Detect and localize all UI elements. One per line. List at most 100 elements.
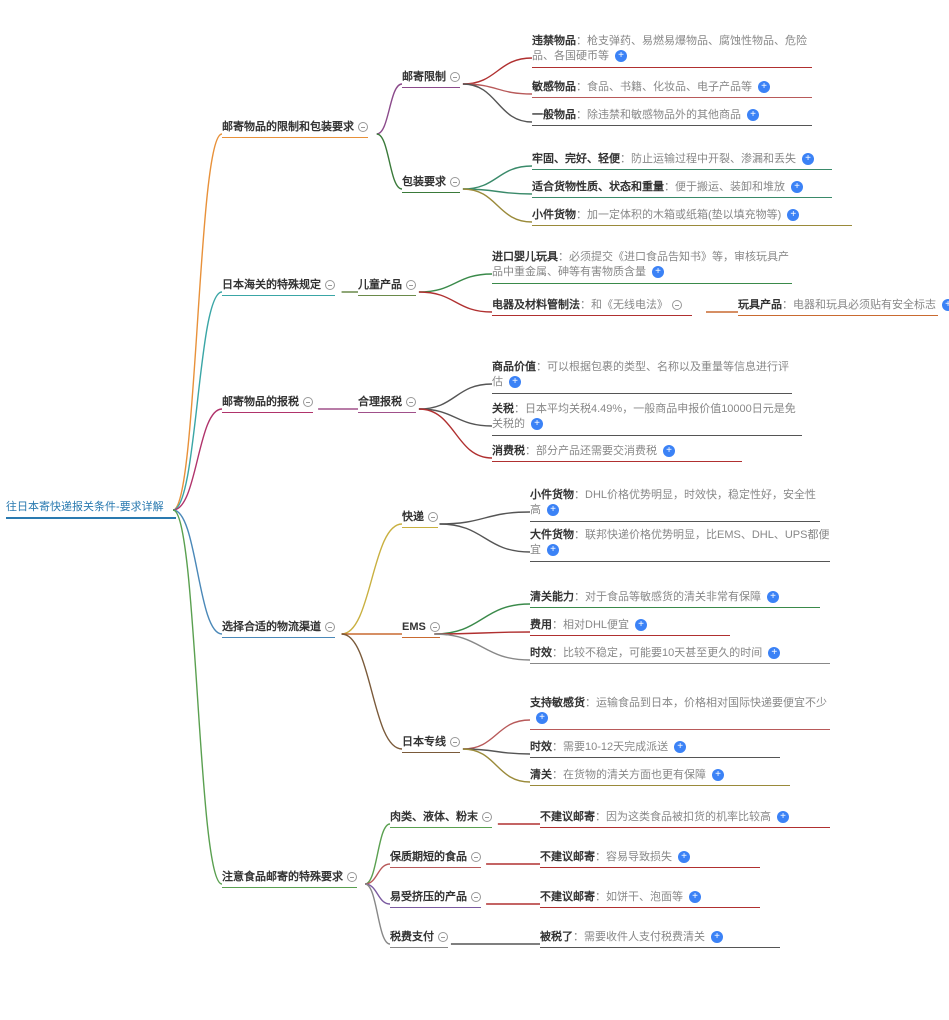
plus-icon[interactable]: + <box>509 376 521 388</box>
mindmap-node[interactable]: 时效：需要10-12天完成派送+ <box>530 740 780 758</box>
expand-icon[interactable] <box>325 622 335 632</box>
plus-icon[interactable]: + <box>536 712 548 724</box>
expand-icon[interactable] <box>358 122 368 132</box>
plus-icon[interactable]: + <box>791 181 803 193</box>
expand-icon[interactable] <box>482 812 492 822</box>
mindmap-node[interactable]: 不建议邮寄：如饼干、泡面等+ <box>540 890 760 908</box>
branch-label: 选择合适的物流渠道 <box>222 621 321 633</box>
leaf-desc: 电器和玩具必须贴有安全标志 <box>793 299 936 311</box>
mindmap-node[interactable]: 易受挤压的产品 <box>390 890 481 908</box>
mindmap-node[interactable]: 清关能力：对于食品等敏感货的清关非常有保障+ <box>530 590 820 608</box>
mindmap-node[interactable]: 日本专线 <box>402 735 460 753</box>
mindmap-node[interactable]: 费用：相对DHL便宜+ <box>530 618 730 636</box>
plus-icon[interactable]: + <box>663 445 675 457</box>
expand-icon[interactable] <box>325 280 335 290</box>
mindmap-node[interactable]: 支持敏感货：运输食品到日本，价格相对国际快递要便宜不少+ <box>530 696 830 730</box>
plus-icon[interactable]: + <box>777 811 789 823</box>
plus-icon[interactable]: + <box>678 851 690 863</box>
expand-icon[interactable] <box>303 397 313 407</box>
mindmap-node[interactable]: 小件货物：加一定体积的木箱或纸箱(垫以填充物等)+ <box>532 208 852 226</box>
mindmap-node[interactable]: EMS <box>402 620 440 638</box>
plus-icon[interactable]: + <box>652 266 664 278</box>
expand-icon[interactable] <box>471 892 481 902</box>
plus-icon[interactable]: + <box>747 109 759 121</box>
mindmap-node[interactable]: 时效：比较不稳定，可能要10天甚至更久的时间+ <box>530 646 830 664</box>
plus-icon[interactable]: + <box>531 418 543 430</box>
expand-icon[interactable] <box>406 280 416 290</box>
mindmap-node[interactable]: 消费税：部分产品还需要交消费税+ <box>492 444 742 462</box>
leaf-desc: 如饼干、泡面等 <box>606 891 683 903</box>
plus-icon[interactable]: + <box>712 769 724 781</box>
plus-icon[interactable]: + <box>547 544 559 556</box>
leaf-label: 牢固、完好、轻便 <box>532 153 620 165</box>
plus-icon[interactable]: + <box>787 209 799 221</box>
mindmap-node[interactable]: 商品价值：可以根据包裹的类型、名称以及重量等信息进行评估+ <box>492 360 792 394</box>
expand-icon[interactable] <box>406 397 416 407</box>
mindmap-node[interactable]: 邮寄限制 <box>402 70 460 88</box>
subbranch-label: 邮寄限制 <box>402 71 446 83</box>
expand-icon[interactable] <box>347 872 357 882</box>
plus-icon[interactable]: + <box>615 50 627 62</box>
plus-icon[interactable]: + <box>767 591 779 603</box>
mindmap-node[interactable]: 注意食品邮寄的特殊要求 <box>222 870 357 888</box>
mindmap-node[interactable]: 被税了：需要收件人支付税费清关+ <box>540 930 780 948</box>
expand-icon[interactable] <box>428 512 438 522</box>
plus-icon[interactable]: + <box>674 741 686 753</box>
expand-icon[interactable] <box>450 177 460 187</box>
plus-icon[interactable]: + <box>802 153 814 165</box>
mindmap-node[interactable]: 大件货物：联邦快递价格优势明显，比EMS、DHL、UPS都便宜+ <box>530 528 830 562</box>
leaf-label: 时效 <box>530 741 552 753</box>
expand-icon[interactable] <box>450 737 460 747</box>
leaf-desc: 需要10-12天完成派送 <box>563 741 668 753</box>
leaf-desc: 便于搬运、装卸和堆放 <box>675 181 785 193</box>
mindmap-node[interactable]: 玩具产品：电器和玩具必须贴有安全标志+ <box>738 298 938 316</box>
mindmap-node[interactable]: 儿童产品 <box>358 278 416 296</box>
mindmap-node[interactable]: 小件货物：DHL价格优势明显，时效快，稳定性好，安全性高+ <box>530 488 820 522</box>
mindmap-node[interactable]: 电器及材料管制法：和《无线电法》 <box>492 298 692 316</box>
leaf-desc: 容易导致损失 <box>606 851 672 863</box>
mindmap-node[interactable]: 适合货物性质、状态和重量：便于搬运、装卸和堆放+ <box>532 180 832 198</box>
expand-icon[interactable] <box>438 932 448 942</box>
plus-icon[interactable]: + <box>547 504 559 516</box>
mindmap-node[interactable]: 日本海关的特殊规定 <box>222 278 335 296</box>
root-node[interactable]: 往日本寄快递报关条件-要求详解 <box>6 500 176 519</box>
plus-icon[interactable]: + <box>635 619 647 631</box>
expand-icon[interactable] <box>672 300 682 310</box>
expand-icon[interactable] <box>471 852 481 862</box>
leaf-desc: 食品、书籍、化妆品、电子产品等 <box>587 81 752 93</box>
mindmap-node[interactable]: 快递 <box>402 510 438 528</box>
mindmap-node[interactable]: 选择合适的物流渠道 <box>222 620 335 638</box>
mindmap-node[interactable]: 违禁物品：枪支弹药、易燃易爆物品、腐蚀性物品、危险品、各国硬币等+ <box>532 34 812 68</box>
mindmap-node[interactable]: 一般物品：除违禁和敏感物品外的其他商品+ <box>532 108 812 126</box>
mindmap-node[interactable]: 肉类、液体、粉末 <box>390 810 492 828</box>
expand-icon[interactable] <box>450 72 460 82</box>
mindmap-node[interactable]: 邮寄物品的报税 <box>222 395 313 413</box>
mindmap-node[interactable]: 关税：日本平均关税4.49%，一般商品申报价值10000日元是免关税的+ <box>492 402 802 436</box>
leaf-label: 清关 <box>530 769 552 781</box>
plus-icon[interactable]: + <box>758 81 770 93</box>
mindmap-node[interactable]: 不建议邮寄：容易导致损失+ <box>540 850 760 868</box>
mindmap-node[interactable]: 清关：在货物的清关方面也更有保障+ <box>530 768 790 786</box>
mindmap-node[interactable]: 进口婴儿玩具：必须提交《进口食品告知书》等，审核玩具产品中重金属、砷等有害物质含… <box>492 250 792 284</box>
plus-icon[interactable]: + <box>768 647 780 659</box>
plus-icon[interactable]: + <box>689 891 701 903</box>
subbranch-label: 肉类、液体、粉末 <box>390 811 478 823</box>
mindmap-node[interactable]: 包装要求 <box>402 175 460 193</box>
mindmap-node[interactable]: 合理报税 <box>358 395 416 413</box>
leaf-desc: 部分产品还需要交消费税 <box>536 445 657 457</box>
mindmap-node[interactable]: 不建议邮寄：因为这类食品被扣货的机率比较高+ <box>540 810 830 828</box>
plus-icon[interactable]: + <box>711 931 723 943</box>
leaf-label: 小件货物 <box>532 209 576 221</box>
leaf-label: 一般物品 <box>532 109 576 121</box>
mindmap-node[interactable]: 税费支付 <box>390 930 448 948</box>
mindmap-node[interactable]: 牢固、完好、轻便：防止运输过程中开裂、渗漏和丢失+ <box>532 152 832 170</box>
plus-icon[interactable]: + <box>942 299 949 311</box>
leaf-desc: 比较不稳定，可能要10天甚至更久的时间 <box>563 647 762 659</box>
subbranch-label: 合理报税 <box>358 396 402 408</box>
mindmap-node[interactable]: 保质期短的食品 <box>390 850 481 868</box>
mindmap-node[interactable]: 邮寄物品的限制和包装要求 <box>222 120 368 138</box>
branch-label: 邮寄物品的报税 <box>222 396 299 408</box>
leaf-label: 关税 <box>492 403 514 415</box>
mindmap-node[interactable]: 敏感物品：食品、书籍、化妆品、电子产品等+ <box>532 80 812 98</box>
expand-icon[interactable] <box>430 622 440 632</box>
